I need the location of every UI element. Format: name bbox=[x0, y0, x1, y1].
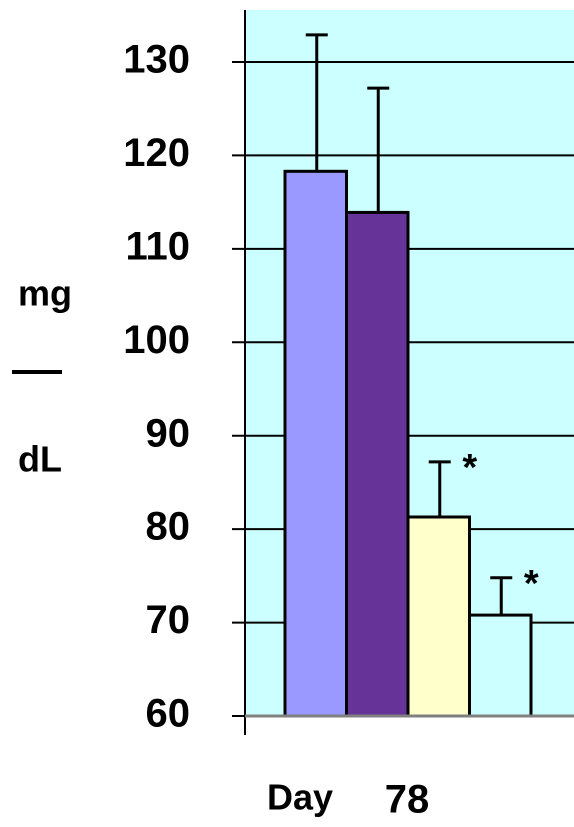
bar bbox=[283, 169, 348, 718]
y-label-numerator: mg bbox=[18, 273, 72, 314]
bar bbox=[345, 210, 410, 718]
y-tick-label: 70 bbox=[146, 598, 191, 642]
y-tick-label: 60 bbox=[146, 692, 191, 736]
x-label: Day bbox=[267, 777, 333, 818]
y-tick-label: 100 bbox=[123, 318, 190, 362]
x-tick-label: 78 bbox=[385, 778, 430, 822]
y-tick-label: 80 bbox=[146, 505, 191, 549]
significance-marker: * bbox=[462, 447, 477, 489]
y-tick-label: 130 bbox=[123, 38, 190, 82]
y-tick-label: 90 bbox=[146, 411, 191, 455]
y-tick-label: 120 bbox=[123, 131, 190, 175]
y-tick-label: 110 bbox=[125, 224, 190, 268]
significance-marker: * bbox=[524, 563, 539, 605]
bar bbox=[468, 613, 533, 718]
bar bbox=[406, 515, 471, 718]
y-label-denominator: dL bbox=[18, 439, 62, 480]
